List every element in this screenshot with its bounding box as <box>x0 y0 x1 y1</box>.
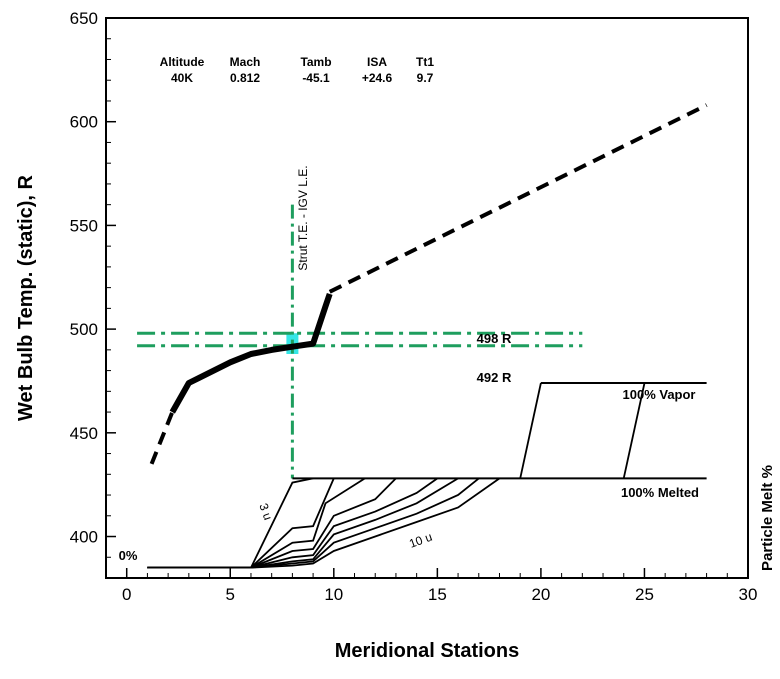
y-tick-label: 450 <box>70 424 98 443</box>
melt-curve-2 <box>147 477 366 569</box>
melt-curves-layer <box>147 382 646 569</box>
x-tick-label: 30 <box>739 585 758 604</box>
y-tick-label: 500 <box>70 320 98 339</box>
zero-percent-label: 0% <box>119 548 138 563</box>
x-tick-label: 5 <box>226 585 235 604</box>
lower-temp-label: 492 R <box>477 370 512 385</box>
vapor-transition-1 <box>622 382 646 479</box>
info-header-tt1: Tt1 <box>416 55 434 69</box>
axis-ticks: 0 5 10 15 20 25 30 400 450 500 550 600 650 <box>70 9 758 604</box>
x-tick-label: 10 <box>324 585 343 604</box>
info-value-altitude: 40K <box>171 71 193 85</box>
series-layer <box>149 103 708 480</box>
info-header-mach: Mach <box>230 55 261 69</box>
x-tick-label: 15 <box>428 585 447 604</box>
info-header-isa: ISA <box>367 55 387 69</box>
vapor-transition-0 <box>519 382 542 479</box>
info-value-mach: 0.812 <box>230 71 260 85</box>
large-particle-label: 10 u <box>407 530 434 551</box>
x-tick-label: 0 <box>122 585 131 604</box>
x-tick-label: 20 <box>531 585 550 604</box>
y-tick-label: 550 <box>70 216 98 235</box>
melted-label: 100% Melted <box>621 485 699 500</box>
melt-curve-0 <box>147 477 314 569</box>
info-value-isa: +24.6 <box>362 71 393 85</box>
y-axis-title: Wet Bulb Temp. (static), R <box>15 174 37 420</box>
x-axis-title: Meridional Stations <box>335 640 519 662</box>
right-axis-title: Particle Melt % <box>759 465 776 571</box>
strut-label: Strut T.E. - IGV L.E. <box>296 165 310 270</box>
series-line-0 <box>149 411 175 465</box>
y-tick-label: 650 <box>70 9 98 28</box>
vapor-label: 100% Vapor <box>623 387 696 402</box>
y-tick-label: 400 <box>70 528 98 547</box>
reference-lines <box>137 204 583 479</box>
y-tick-label: 600 <box>70 113 98 132</box>
series-line-2 <box>328 103 708 294</box>
info-value-tamb: -45.1 <box>302 71 330 85</box>
melt-curve-4 <box>147 477 438 569</box>
info-header-tamb: Tamb <box>300 55 331 69</box>
small-particle-label: 3 u <box>256 501 275 521</box>
info-table: Altitude Mach Tamb ISA Tt1 40K 0.812 -45… <box>160 55 435 85</box>
info-value-tt1: 9.7 <box>417 71 434 85</box>
upper-temp-label: 498 R <box>477 331 512 346</box>
melt-curve-7 <box>147 477 501 569</box>
melt-curve-1 <box>147 478 335 569</box>
series-line-1 <box>169 292 333 414</box>
x-tick-label: 25 <box>635 585 654 604</box>
plot-frame <box>105 17 749 579</box>
info-header-altitude: Altitude <box>160 55 205 69</box>
